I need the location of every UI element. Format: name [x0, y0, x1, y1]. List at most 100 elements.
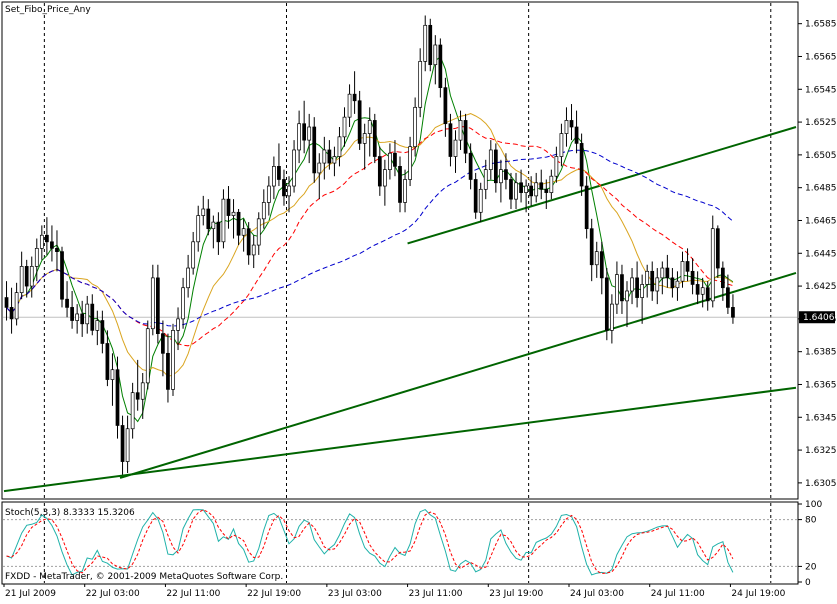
candle-body: [569, 120, 574, 128]
candle-body: [70, 307, 74, 321]
candle-body: [196, 215, 201, 243]
candle-body: [493, 149, 498, 184]
candle-body: [726, 287, 730, 308]
trendline: [407, 126, 797, 245]
candle-body: [594, 251, 599, 266]
candle-body: [554, 156, 559, 177]
candle-body: [478, 188, 483, 213]
candle-body: [650, 270, 655, 292]
price-tick-label: 1.6545: [805, 85, 837, 95]
candle-body: [231, 211, 236, 216]
candle-body: [332, 156, 337, 164]
candle-body: [85, 303, 90, 325]
candle-body: [171, 330, 175, 390]
stochastic-indicator: [3, 509, 797, 576]
stoch-axis: 100 80 20 0: [798, 500, 822, 588]
stoch-label: Stoch(5,3,3) 8.3333 15.3206: [5, 508, 135, 518]
stoch-signal-line: [6, 509, 734, 575]
price-tick-label: 1.6345: [805, 413, 837, 423]
candle-body: [599, 251, 604, 279]
candle-body: [504, 169, 508, 180]
trendlines[interactable]: [3, 126, 797, 493]
trendline: [119, 272, 797, 479]
candle-body: [377, 156, 382, 187]
candle-body: [24, 266, 29, 287]
candle-body: [463, 120, 468, 154]
candle-body: [140, 382, 145, 400]
candle-body: [226, 198, 231, 216]
current-price-label: 1.6406: [803, 313, 835, 323]
candle-body: [579, 143, 584, 187]
candle-body: [690, 270, 695, 285]
stoch-main-line: [6, 509, 734, 576]
candle-body: [347, 93, 352, 118]
candle-body: [125, 428, 130, 462]
candle-body: [241, 228, 246, 236]
stoch-tick-label: 0: [805, 578, 811, 588]
stoch-tick-label: 100: [805, 500, 822, 510]
candle-body: [534, 182, 539, 197]
candle-body: [468, 152, 473, 180]
candle-body: [433, 44, 438, 66]
candle-body: [221, 198, 226, 243]
candle-body: [55, 248, 59, 252]
candle-body: [715, 228, 720, 269]
candle-body: [50, 241, 54, 249]
candle-body: [393, 152, 397, 167]
price-tick-label: 1.6465: [805, 216, 837, 226]
candle-body: [655, 277, 660, 292]
candle-body: [176, 318, 180, 331]
candle-body: [206, 208, 211, 230]
candle-body: [95, 320, 100, 331]
price-tick-label: 1.6585: [805, 20, 837, 30]
candle-body: [29, 266, 34, 287]
candle-body: [327, 149, 332, 164]
candle-body: [362, 133, 367, 144]
candle-body: [564, 120, 569, 134]
candle-body: [680, 261, 685, 282]
candle-body: [670, 277, 675, 289]
candle-body: [282, 179, 286, 197]
candle-body: [388, 152, 392, 170]
candle-body: [90, 303, 95, 331]
candle-body: [145, 328, 150, 384]
copyright-text: FXDD - MetaTrader, © 2001-2009 MetaQuote…: [5, 572, 283, 582]
candle-body: [604, 277, 609, 331]
candle-body: [302, 123, 307, 141]
candle-body: [695, 284, 700, 295]
candle-body: [307, 126, 312, 141]
time-tick-label: 21 Jul 2009: [5, 589, 56, 599]
candle-body: [458, 120, 463, 141]
candle-body: [161, 333, 165, 354]
candle-body: [635, 277, 639, 298]
candle-body: [574, 126, 579, 144]
candle-body: [630, 277, 634, 292]
candle-body: [372, 120, 377, 157]
candle-body: [266, 185, 271, 203]
price-tick-label: 1.6385: [805, 348, 837, 358]
candle-body: [317, 162, 322, 174]
candle-body: [710, 228, 715, 302]
candle-body: [110, 369, 115, 380]
candle-body: [14, 292, 19, 320]
candle-body: [191, 241, 196, 269]
candle-body: [529, 185, 534, 197]
candle-body: [322, 149, 327, 164]
candle-body: [292, 149, 296, 187]
candle-body: [418, 61, 423, 108]
candle-body: [236, 211, 241, 236]
candle-body: [720, 267, 725, 289]
candle-body: [428, 24, 433, 66]
current-price-box: [799, 311, 835, 324]
candle-body: [519, 182, 523, 193]
candle-body: [105, 343, 110, 380]
time-axis: 21 Jul 2009 22 Jul 03:00 22 Jul 11:00 22 Ju…: [3, 584, 786, 599]
candle-body: [499, 169, 503, 184]
candle-body: [166, 352, 170, 390]
candle-body: [685, 261, 690, 272]
candle-body: [251, 244, 256, 256]
ma-line: [6, 149, 734, 327]
time-tick-label: 24 Jul 03:00: [570, 589, 624, 599]
